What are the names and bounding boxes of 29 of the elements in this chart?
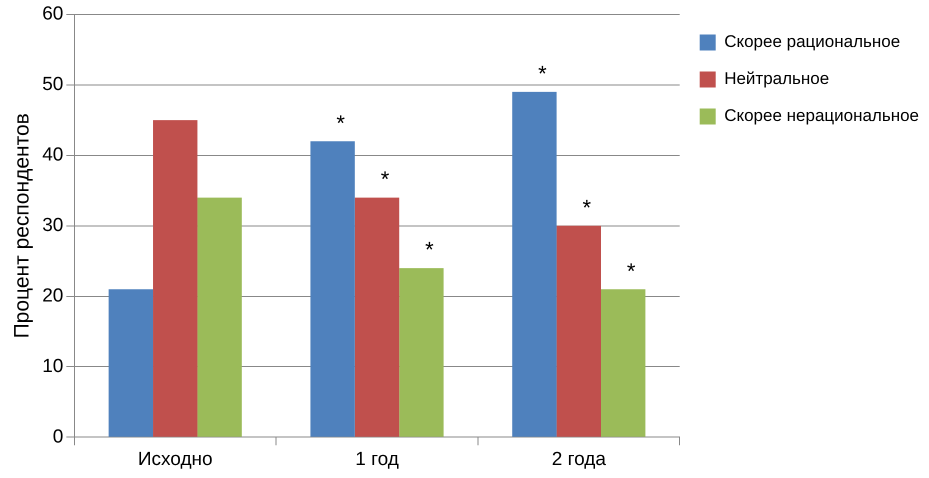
legend-label: Скорее рациональное [724,32,900,52]
y-tick-label: 40 [42,144,64,166]
y-tick-label: 50 [42,74,64,96]
bar [310,141,355,437]
y-tick-label: 0 [52,426,64,448]
bar [556,226,601,437]
data-label: * [582,194,592,220]
x-tick-label: 1 год [355,448,399,470]
data-label: * [336,110,346,136]
y-tick-label: 10 [42,356,64,377]
data-label: * [425,237,434,262]
data-label: * [538,60,548,86]
data-label: * [626,258,636,284]
data-label: * [380,166,390,192]
y-tick-label: 60 [42,4,64,25]
bar [601,289,646,437]
y-tick-label: 20 [42,286,64,306]
legend-label: Нейтральное [724,69,830,88]
bar [108,289,154,437]
y-tick-label: 30 [42,215,64,236]
bar [399,268,444,437]
x-tick-label: Исходно [138,448,213,470]
y-axis-title: Процент респондентов [10,113,34,338]
x-tick-label: 2 года [552,448,606,470]
legend-label: Скорее нерациональное [724,106,920,126]
bar [197,198,242,437]
bar [512,92,557,437]
bar [354,198,400,437]
bar [153,120,198,437]
